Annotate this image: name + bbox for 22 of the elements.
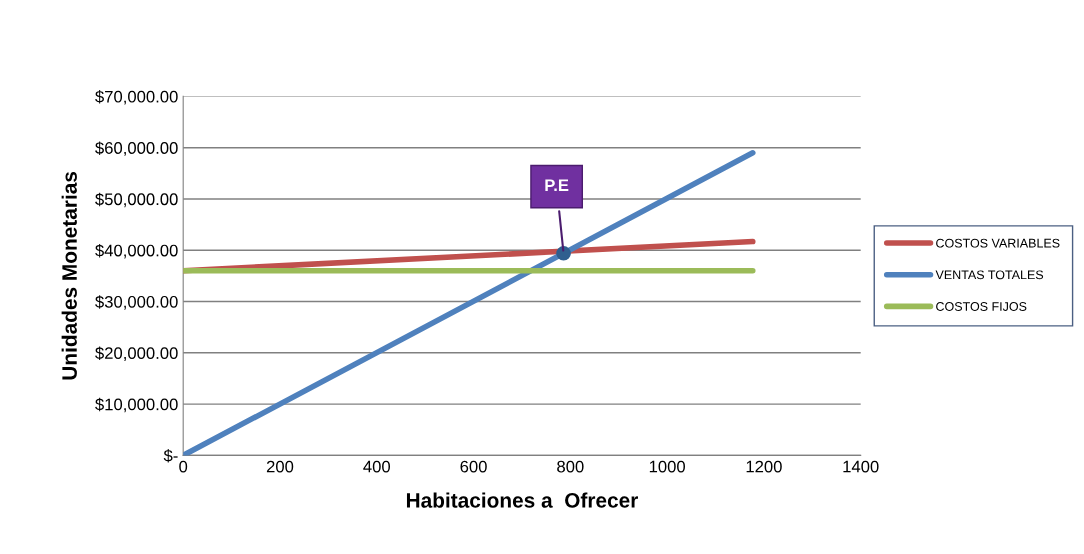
- annotation: P.E: [545, 179, 569, 191]
- x-tick-label: 1200: [746, 460, 782, 473]
- x-tick-label: 1000: [649, 460, 686, 473]
- y-tick-label: $20,000.00: [95, 346, 178, 361]
- y-tick-label: $50,000.00: [95, 192, 178, 208]
- legend-label: VENTAS TOTALES: [935, 270, 1044, 280]
- y-tick-label: $70,000.00: [95, 90, 178, 105]
- y-tick-label: $30,000.00: [95, 295, 178, 310]
- x-tick-label: 0: [179, 460, 188, 473]
- y-tick-label: $40,000.00: [95, 243, 178, 259]
- x-tick-label: 800: [557, 460, 584, 473]
- x-tick-label: 1400: [843, 460, 879, 473]
- legend-label: COSTOS FIJOS: [936, 302, 1027, 311]
- y-tick-label: $10,000.00: [95, 397, 178, 413]
- x-axis-title: Habitaciones a Ofrecer: [406, 492, 639, 508]
- legend-label: COSTOS VARIABLES: [936, 238, 1060, 248]
- x-tick-label: 400: [363, 460, 391, 473]
- y-axis-title: Unidades Monetarias: [61, 171, 77, 380]
- x-tick-label: 600: [460, 460, 487, 473]
- x-tick-label: 200: [266, 460, 294, 473]
- y-tick-label: $60,000.00: [95, 141, 178, 156]
- y-tick-label: $-: [163, 449, 178, 463]
